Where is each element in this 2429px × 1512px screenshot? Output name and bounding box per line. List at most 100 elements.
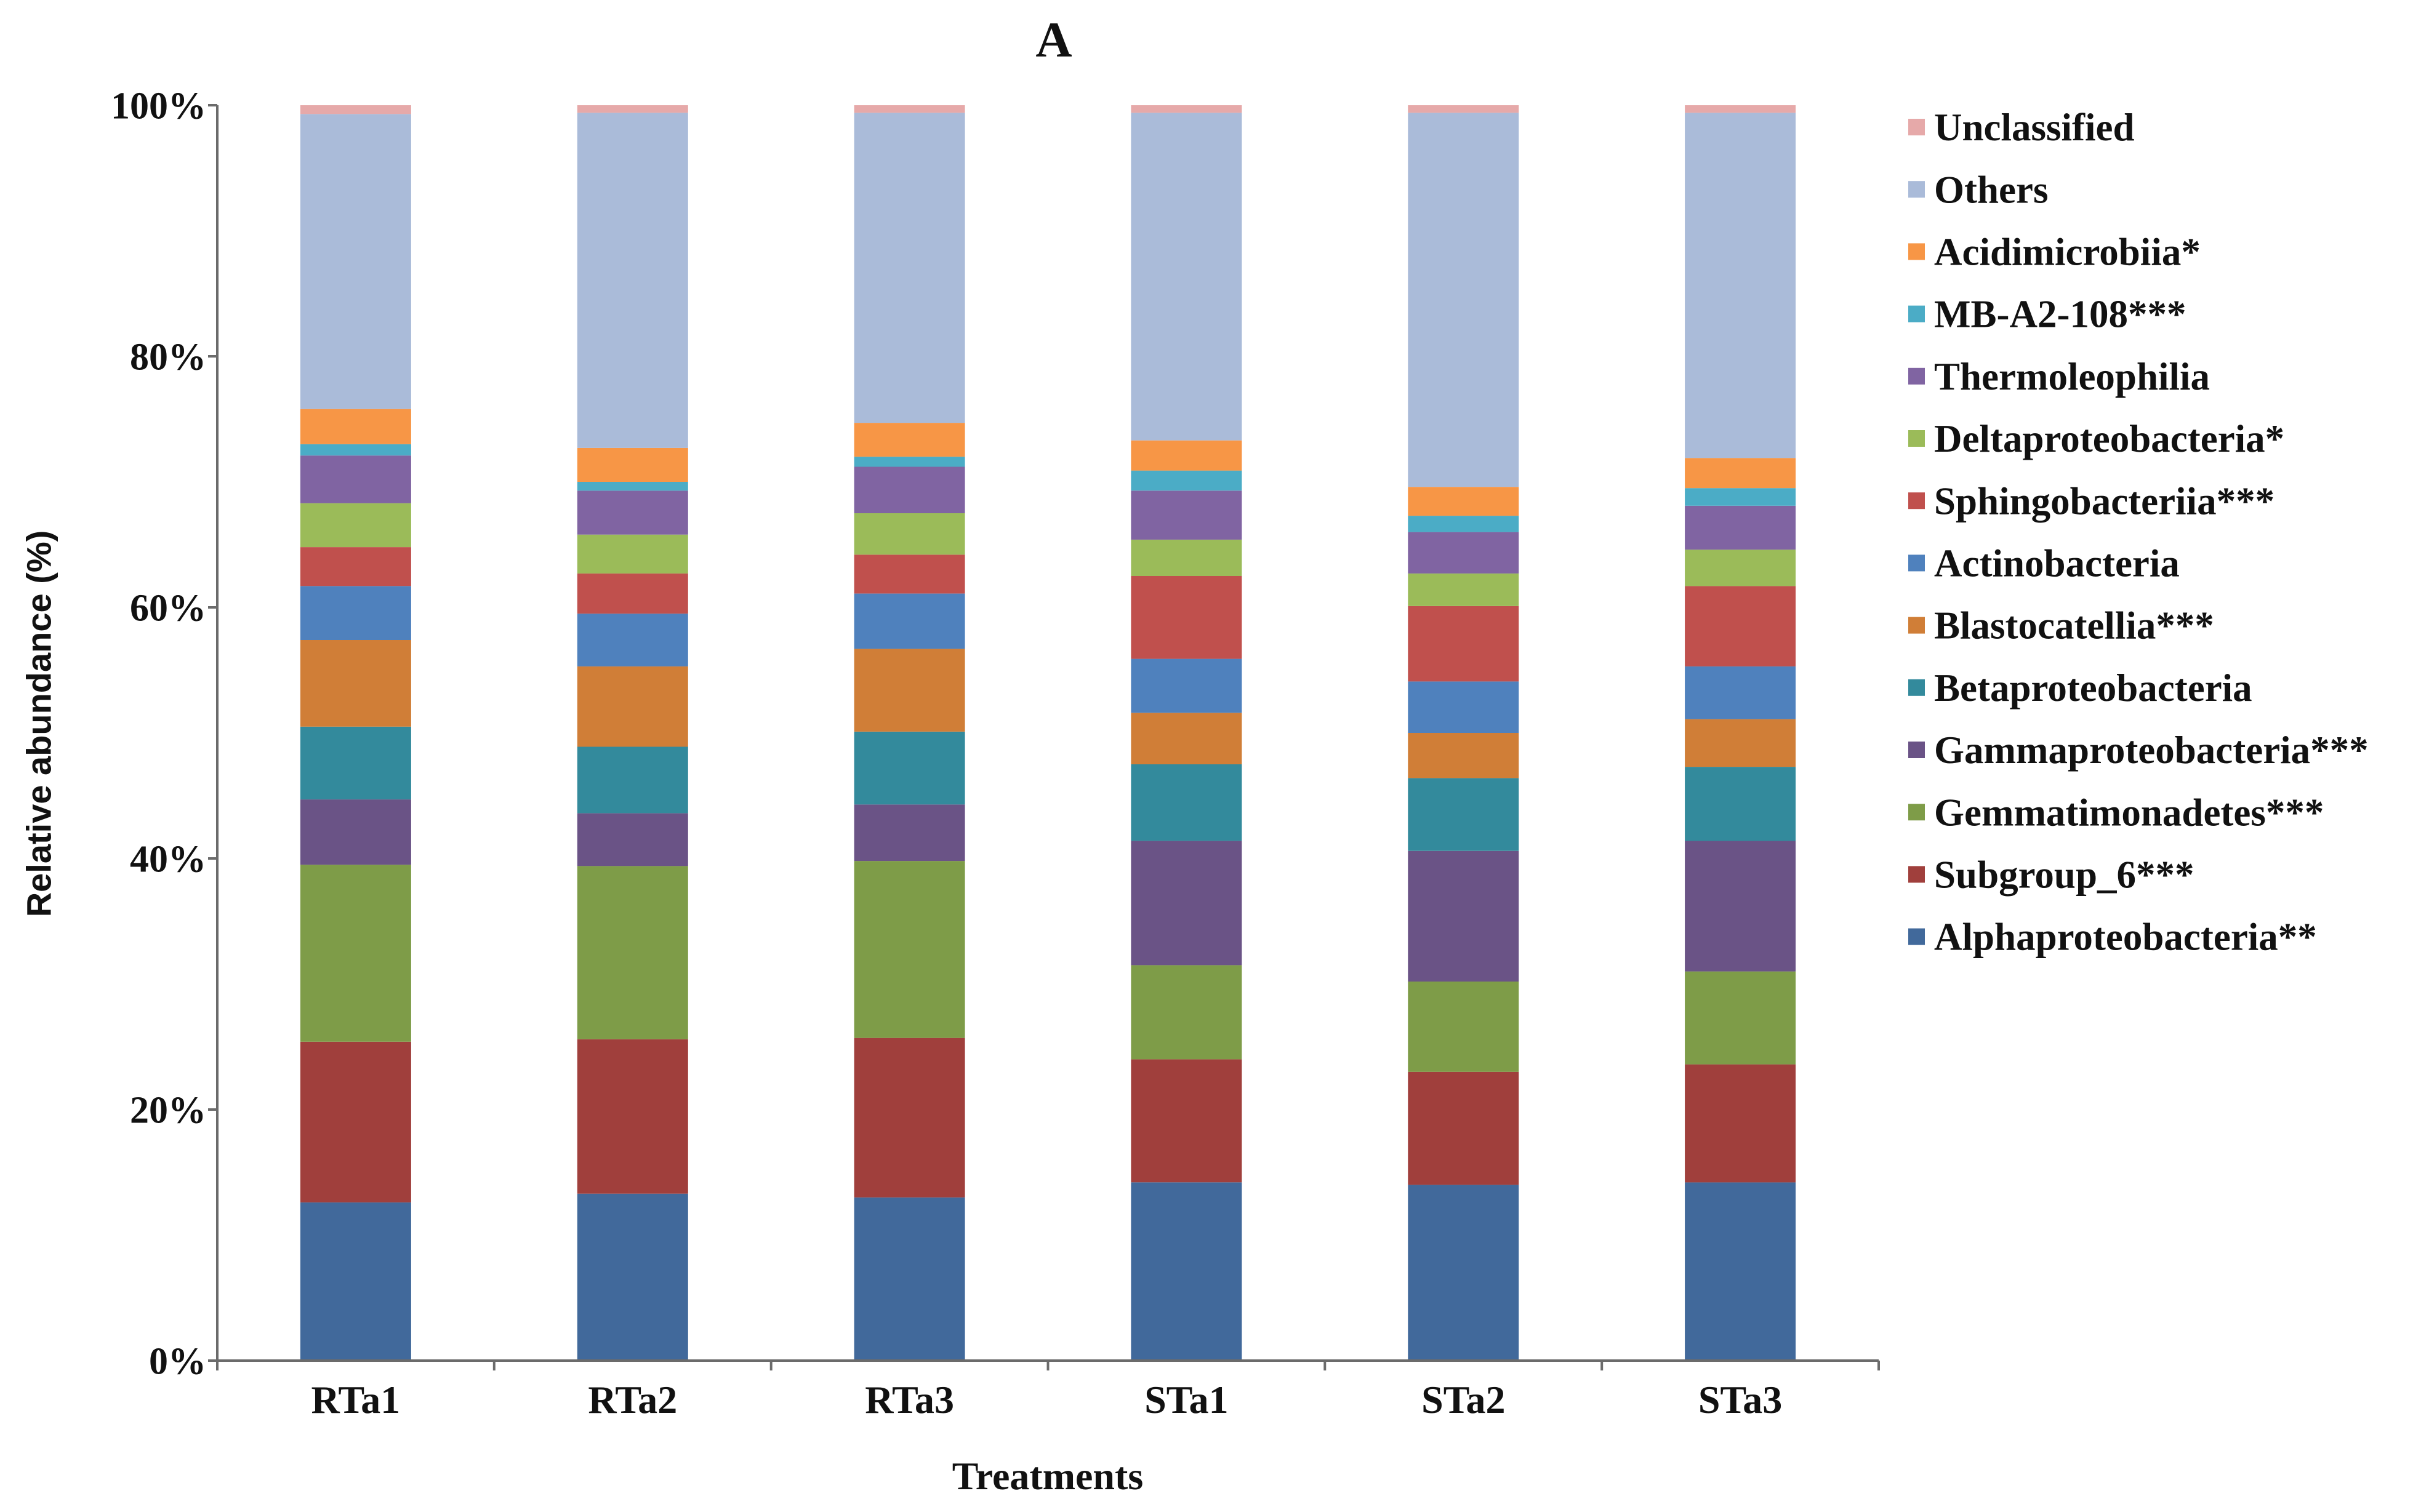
bar-segment-rta3-actinobacteria: [854, 594, 965, 649]
bar-segment-rta1-thermoleophilia: [300, 455, 411, 503]
y-tick-label: 20%: [130, 1090, 206, 1132]
legend-label: Betaproteobacteria: [1934, 666, 2252, 710]
bar-segment-rta2-mb-a2-108: [577, 482, 688, 490]
y-tick-label: 100%: [111, 86, 206, 127]
bar-segment-rta3-subgroup-6: [854, 1038, 965, 1198]
legend-label: Others: [1934, 168, 2048, 211]
bar-segment-sta2-blastocatellia: [1408, 733, 1519, 778]
bar-segment-rta1-sphingobacteriia: [300, 547, 411, 586]
legend-item-sphingobacteriia: Sphingobacteriia***: [1908, 479, 2274, 522]
legend-item-gemmatimonadetes: Gemmatimonadetes***: [1908, 791, 2324, 834]
bar-segment-sta2-unclassified: [1408, 105, 1519, 113]
legend-label: Deltaproteobacteria*: [1934, 417, 2284, 460]
legend-label: Thermoleophilia: [1934, 355, 2210, 398]
bar-segment-rta3-betaproteobacteria: [854, 732, 965, 804]
legend-swatch: [1908, 119, 1925, 135]
bar-segment-sta1-mb-a2-108: [1131, 471, 1242, 491]
bar-segment-rta1-betaproteobacteria: [300, 727, 411, 799]
bar-segment-rta2-alphaproteobacteria: [577, 1194, 688, 1361]
bar-segment-sta3-blastocatellia: [1685, 719, 1796, 767]
bar-segment-sta1-gemmatimonadetes: [1131, 965, 1242, 1059]
legend-label: Actinobacteria: [1934, 542, 2180, 585]
legend-swatch: [1908, 554, 1925, 571]
legend-swatch: [1908, 306, 1925, 322]
bar-segment-rta3-alphaproteobacteria: [854, 1198, 965, 1361]
bar-stack-sta3: [1685, 105, 1796, 1361]
bar-segment-sta2-deltaproteobacteria: [1408, 574, 1519, 606]
legend-item-unclassified: Unclassified: [1908, 106, 2135, 149]
bar-segment-rta3-mb-a2-108: [854, 457, 965, 466]
bar-stack-sta2: [1408, 105, 1519, 1361]
bar-segment-rta1-actinobacteria: [300, 586, 411, 640]
bar-segment-rta3-acidimicrobiia: [854, 423, 965, 457]
bar-segment-sta3-subgroup-6: [1685, 1065, 1796, 1183]
bar-stack-rta1: [300, 105, 411, 1361]
bar-segment-sta1-unclassified: [1131, 105, 1242, 113]
bar-segment-sta1-betaproteobacteria: [1131, 764, 1242, 841]
legend-label: MB-A2-108***: [1934, 293, 2186, 336]
bar-segment-rta2-acidimicrobiia: [577, 448, 688, 482]
legend-item-acidimicrobiia: Acidimicrobiia*: [1908, 230, 2201, 273]
y-tick-label: 60%: [130, 588, 206, 630]
legend-label: Blastocatellia***: [1934, 604, 2214, 647]
bar-segment-sta2-others: [1408, 113, 1519, 487]
y-tick-label: 80%: [130, 337, 206, 378]
bar-segment-rta2-others: [577, 113, 688, 448]
bar-segment-sta3-betaproteobacteria: [1685, 767, 1796, 841]
bar-segment-sta2-actinobacteria: [1408, 681, 1519, 733]
legend-label: Gemmatimonadetes***: [1934, 791, 2324, 834]
legend-swatch: [1908, 679, 1925, 696]
legend-swatch: [1908, 617, 1925, 634]
category-label-sta2: STa2: [1421, 1378, 1505, 1422]
bar-segment-rta2-subgroup-6: [577, 1039, 688, 1194]
legend-label: Acidimicrobiia*: [1934, 230, 2201, 273]
x-axis-title: Treatments: [952, 1454, 1143, 1498]
bar-segment-rta2-blastocatellia: [577, 666, 688, 747]
bar-segment-rta1-mb-a2-108: [300, 444, 411, 455]
bar-segment-rta1-acidimicrobiia: [300, 409, 411, 444]
bar-segment-sta3-unclassified: [1685, 105, 1796, 113]
category-label-rta2: RTa2: [588, 1378, 677, 1422]
bar-segment-rta2-gemmatimonadetes: [577, 866, 688, 1039]
bar-segment-sta1-sphingobacteriia: [1131, 576, 1242, 659]
category-label-sta3: STa3: [1698, 1378, 1782, 1422]
bar-segment-sta3-alphaproteobacteria: [1685, 1182, 1796, 1361]
bar-segment-rta2-unclassified: [577, 105, 688, 113]
bar-segment-sta3-sphingobacteriia: [1685, 586, 1796, 666]
bar-stack-rta3: [854, 105, 965, 1361]
bar-segment-rta1-gammaproteobacteria: [300, 799, 411, 865]
bar-segment-sta3-gemmatimonadetes: [1685, 972, 1796, 1065]
stacked-bar-chart: A 0%20%40%60%80%100% RTa1 RTa2 RTa3 STa1 STa…: [0, 0, 2429, 1512]
bar-segment-rta1-others: [300, 114, 411, 409]
legend-item-deltaproteobacteria: Deltaproteobacteria*: [1908, 417, 2284, 460]
legend-swatch: [1908, 243, 1925, 260]
bar-segment-sta2-thermoleophilia: [1408, 532, 1519, 574]
bar-segment-rta1-alphaproteobacteria: [300, 1202, 411, 1361]
bar-segment-rta3-unclassified: [854, 105, 965, 113]
legend-item-thermoleophilia: Thermoleophilia: [1908, 355, 2210, 398]
bar-segment-rta1-subgroup-6: [300, 1042, 411, 1202]
bar-segment-sta1-thermoleophilia: [1131, 490, 1242, 540]
bar-segment-rta2-sphingobacteriia: [577, 574, 688, 614]
legend-item-mb-a2-108: MB-A2-108***: [1908, 293, 2186, 336]
bar-segment-sta1-acidimicrobiia: [1131, 441, 1242, 471]
bar-segment-rta3-sphingobacteriia: [854, 554, 965, 593]
y-tick-label: 0%: [149, 1341, 206, 1383]
bar-segment-rta3-others: [854, 113, 965, 423]
bar-segment-rta3-blastocatellia: [854, 649, 965, 732]
bar-segment-rta2-thermoleophilia: [577, 490, 688, 534]
legend-item-betaproteobacteria: Betaproteobacteria: [1908, 666, 2252, 710]
bar-segment-sta2-mb-a2-108: [1408, 516, 1519, 532]
category-label-rta3: RTa3: [865, 1378, 954, 1422]
bar-segment-sta2-gemmatimonadetes: [1408, 982, 1519, 1072]
bar-segment-rta2-gammaproteobacteria: [577, 814, 688, 866]
bar-segment-sta3-mb-a2-108: [1685, 488, 1796, 506]
legend-item-gammaproteobacteria: Gammaproteobacteria***: [1908, 729, 2369, 772]
bar-segment-sta3-actinobacteria: [1685, 666, 1796, 719]
legend-item-alphaproteobacteria: Alphaproteobacteria**: [1908, 916, 2317, 959]
bar-segment-rta1-unclassified: [300, 105, 411, 114]
legend-label: Sphingobacteriia***: [1934, 479, 2274, 522]
legend-swatch: [1908, 866, 1925, 882]
legend-item-blastocatellia: Blastocatellia***: [1908, 604, 2214, 647]
bar-segment-rta2-actinobacteria: [577, 614, 688, 666]
